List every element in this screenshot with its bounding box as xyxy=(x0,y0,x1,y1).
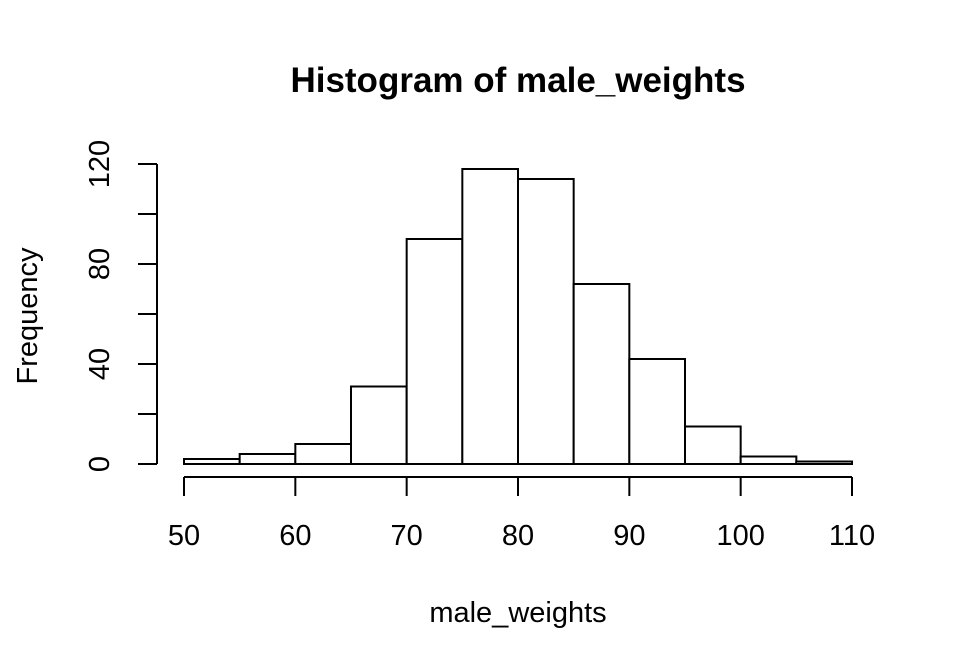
x-tick-label-70: 70 xyxy=(391,520,423,552)
x-tick-label-100: 100 xyxy=(716,520,764,552)
histogram-bar-85-90 xyxy=(572,283,631,465)
x-tick-label-80: 80 xyxy=(502,520,534,552)
histogram-bar-95-100 xyxy=(684,425,742,465)
x-tick-label-110: 110 xyxy=(829,520,875,552)
y-tick-label-40: 40 xyxy=(84,348,116,380)
bars-group xyxy=(183,168,853,465)
x-axis: 50 60 70 80 90 100 110 xyxy=(168,476,875,552)
x-tick-label-50: 50 xyxy=(168,520,200,552)
histogram-bar-105-110 xyxy=(795,460,853,465)
y-tick-label-0: 0 xyxy=(84,456,116,472)
histogram-bar-75-80 xyxy=(461,168,520,465)
x-tick-label-90: 90 xyxy=(613,520,645,552)
y-axis-label: Frequency xyxy=(12,247,44,385)
x-axis-label: male_weights xyxy=(429,597,606,629)
histogram-bar-65-70 xyxy=(350,385,408,465)
histogram-bar-55-60 xyxy=(238,453,297,465)
y-axis: 0 40 80 120 xyxy=(84,140,158,472)
histogram-bar-100-105 xyxy=(739,455,798,465)
chart-title: Histogram of male_weights xyxy=(290,61,745,100)
histogram-bar-70-75 xyxy=(405,238,464,465)
histogram-bar-90-95 xyxy=(628,358,686,465)
histogram-bar-50-55 xyxy=(183,458,241,465)
histogram-bar-60-65 xyxy=(294,443,353,465)
y-tick-label-80: 80 xyxy=(84,248,116,280)
histogram-bar-80-85 xyxy=(517,178,575,465)
y-tick-label-120: 120 xyxy=(84,140,116,188)
x-tick-label-60: 60 xyxy=(279,520,311,552)
